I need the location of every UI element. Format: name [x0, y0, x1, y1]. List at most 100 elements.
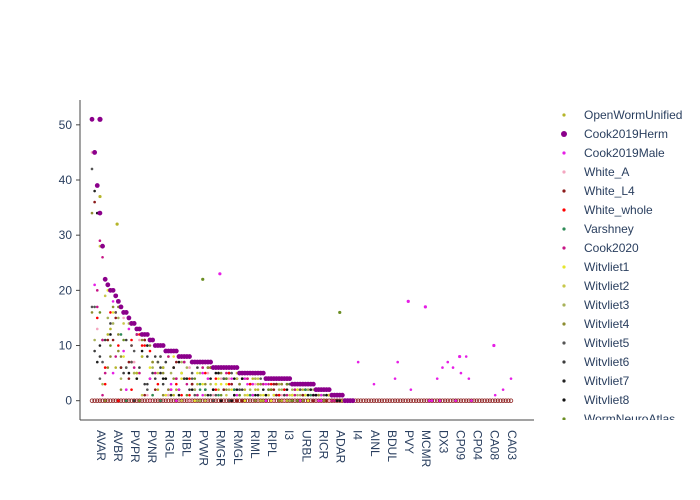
data-point	[361, 398, 366, 403]
data-point	[509, 377, 513, 380]
legend-item[interactable]: OpenWormUnified	[562, 108, 682, 122]
legend-item[interactable]: Cook2019Herm	[561, 127, 668, 141]
data-point	[109, 333, 112, 336]
legend-marker	[562, 265, 566, 269]
legend-item[interactable]: Witvliet6	[562, 355, 630, 369]
data-point	[358, 398, 363, 403]
legend-item[interactable]: Varshney	[562, 222, 634, 236]
data-point	[132, 366, 136, 369]
data-point	[140, 344, 144, 347]
legend-item[interactable]: Witvliet7	[562, 374, 630, 388]
data-point	[97, 398, 103, 403]
data-point	[188, 366, 191, 369]
data-point	[127, 360, 131, 364]
data-point	[260, 370, 266, 376]
legend-label: White_L4	[584, 184, 635, 198]
data-point	[339, 392, 345, 398]
data-point	[190, 377, 194, 380]
data-point	[172, 366, 175, 369]
legend-item[interactable]: Witvliet1	[562, 260, 630, 274]
data-point	[254, 393, 257, 397]
x-tick-label: DX3	[436, 430, 450, 454]
data-point	[304, 393, 307, 397]
data-point	[269, 399, 273, 402]
legend-item[interactable]: White_L4	[562, 184, 635, 198]
legend-item[interactable]: Witvliet8	[562, 393, 630, 407]
x-tick-label: RICR	[316, 430, 330, 460]
data-point	[114, 355, 118, 358]
data-point	[230, 371, 233, 375]
data-point	[214, 382, 218, 386]
data-point	[180, 399, 183, 402]
data-point	[464, 355, 468, 358]
data-point	[298, 393, 302, 397]
legend-item[interactable]: Witvliet2	[562, 279, 630, 293]
x-tick-label: PVPR	[128, 430, 142, 463]
data-point	[156, 382, 160, 386]
data-point	[106, 366, 110, 369]
data-point	[438, 399, 442, 402]
data-point	[169, 388, 173, 391]
data-point	[101, 338, 104, 342]
data-point	[109, 327, 112, 331]
data-point	[301, 399, 305, 402]
data-point	[161, 377, 165, 380]
data-point	[293, 393, 297, 397]
data-point	[127, 377, 131, 380]
data-point	[204, 371, 207, 375]
data-point	[285, 382, 289, 386]
legend-item[interactable]: White_A	[562, 165, 629, 179]
data-point	[290, 388, 294, 391]
data-point	[325, 393, 328, 397]
data-point	[132, 360, 136, 364]
data-point	[103, 294, 107, 298]
legend-marker	[562, 360, 566, 364]
data-point	[400, 398, 406, 403]
legend-label: Witvliet5	[584, 336, 630, 350]
x-tick-label: URBL	[299, 430, 313, 462]
data-point	[411, 398, 416, 403]
data-point	[256, 382, 260, 386]
legend-item[interactable]: Witvliet4	[562, 317, 630, 331]
data-point	[147, 398, 153, 403]
data-point	[217, 377, 220, 380]
data-point	[169, 393, 173, 397]
data-point	[285, 393, 289, 397]
legend-item[interactable]: Cook2020	[562, 241, 639, 255]
data-point	[153, 371, 157, 375]
x-tick-label: CA03	[505, 430, 519, 460]
data-point	[306, 388, 310, 391]
legend-item[interactable]: White_whole	[562, 203, 653, 217]
data-point	[182, 360, 186, 364]
data-point	[172, 355, 175, 358]
data-point	[119, 377, 123, 380]
data-point	[153, 355, 157, 358]
legend-marker	[562, 189, 566, 193]
data-point	[119, 355, 123, 358]
data-point	[115, 298, 121, 304]
data-point	[211, 393, 215, 397]
legend[interactable]: OpenWormUnified Cook2019Herm Cook2019Male W…	[561, 108, 682, 426]
y-tick-label: 30	[59, 228, 73, 242]
legend-item[interactable]: Cook2019Male	[562, 146, 665, 160]
data-point	[448, 398, 453, 403]
data-point	[238, 382, 241, 386]
data-point	[233, 388, 236, 391]
data-point	[254, 377, 257, 380]
data-point	[140, 355, 144, 358]
data-point	[109, 311, 112, 314]
data-point	[146, 355, 149, 358]
legend-item[interactable]: Witvliet3	[562, 298, 630, 312]
data-point	[251, 377, 255, 380]
data-point	[288, 399, 291, 402]
data-point	[151, 371, 154, 375]
y-tick-label: 50	[59, 118, 73, 132]
data-point	[487, 398, 493, 403]
legend-label: White_whole	[584, 203, 653, 217]
data-point	[122, 316, 125, 320]
data-point	[114, 366, 118, 369]
legend-item[interactable]: WormNeuroAtlas	[562, 412, 675, 426]
legend-item[interactable]: Witvliet5	[562, 336, 630, 350]
data-point	[288, 393, 291, 397]
data-point	[238, 388, 241, 391]
